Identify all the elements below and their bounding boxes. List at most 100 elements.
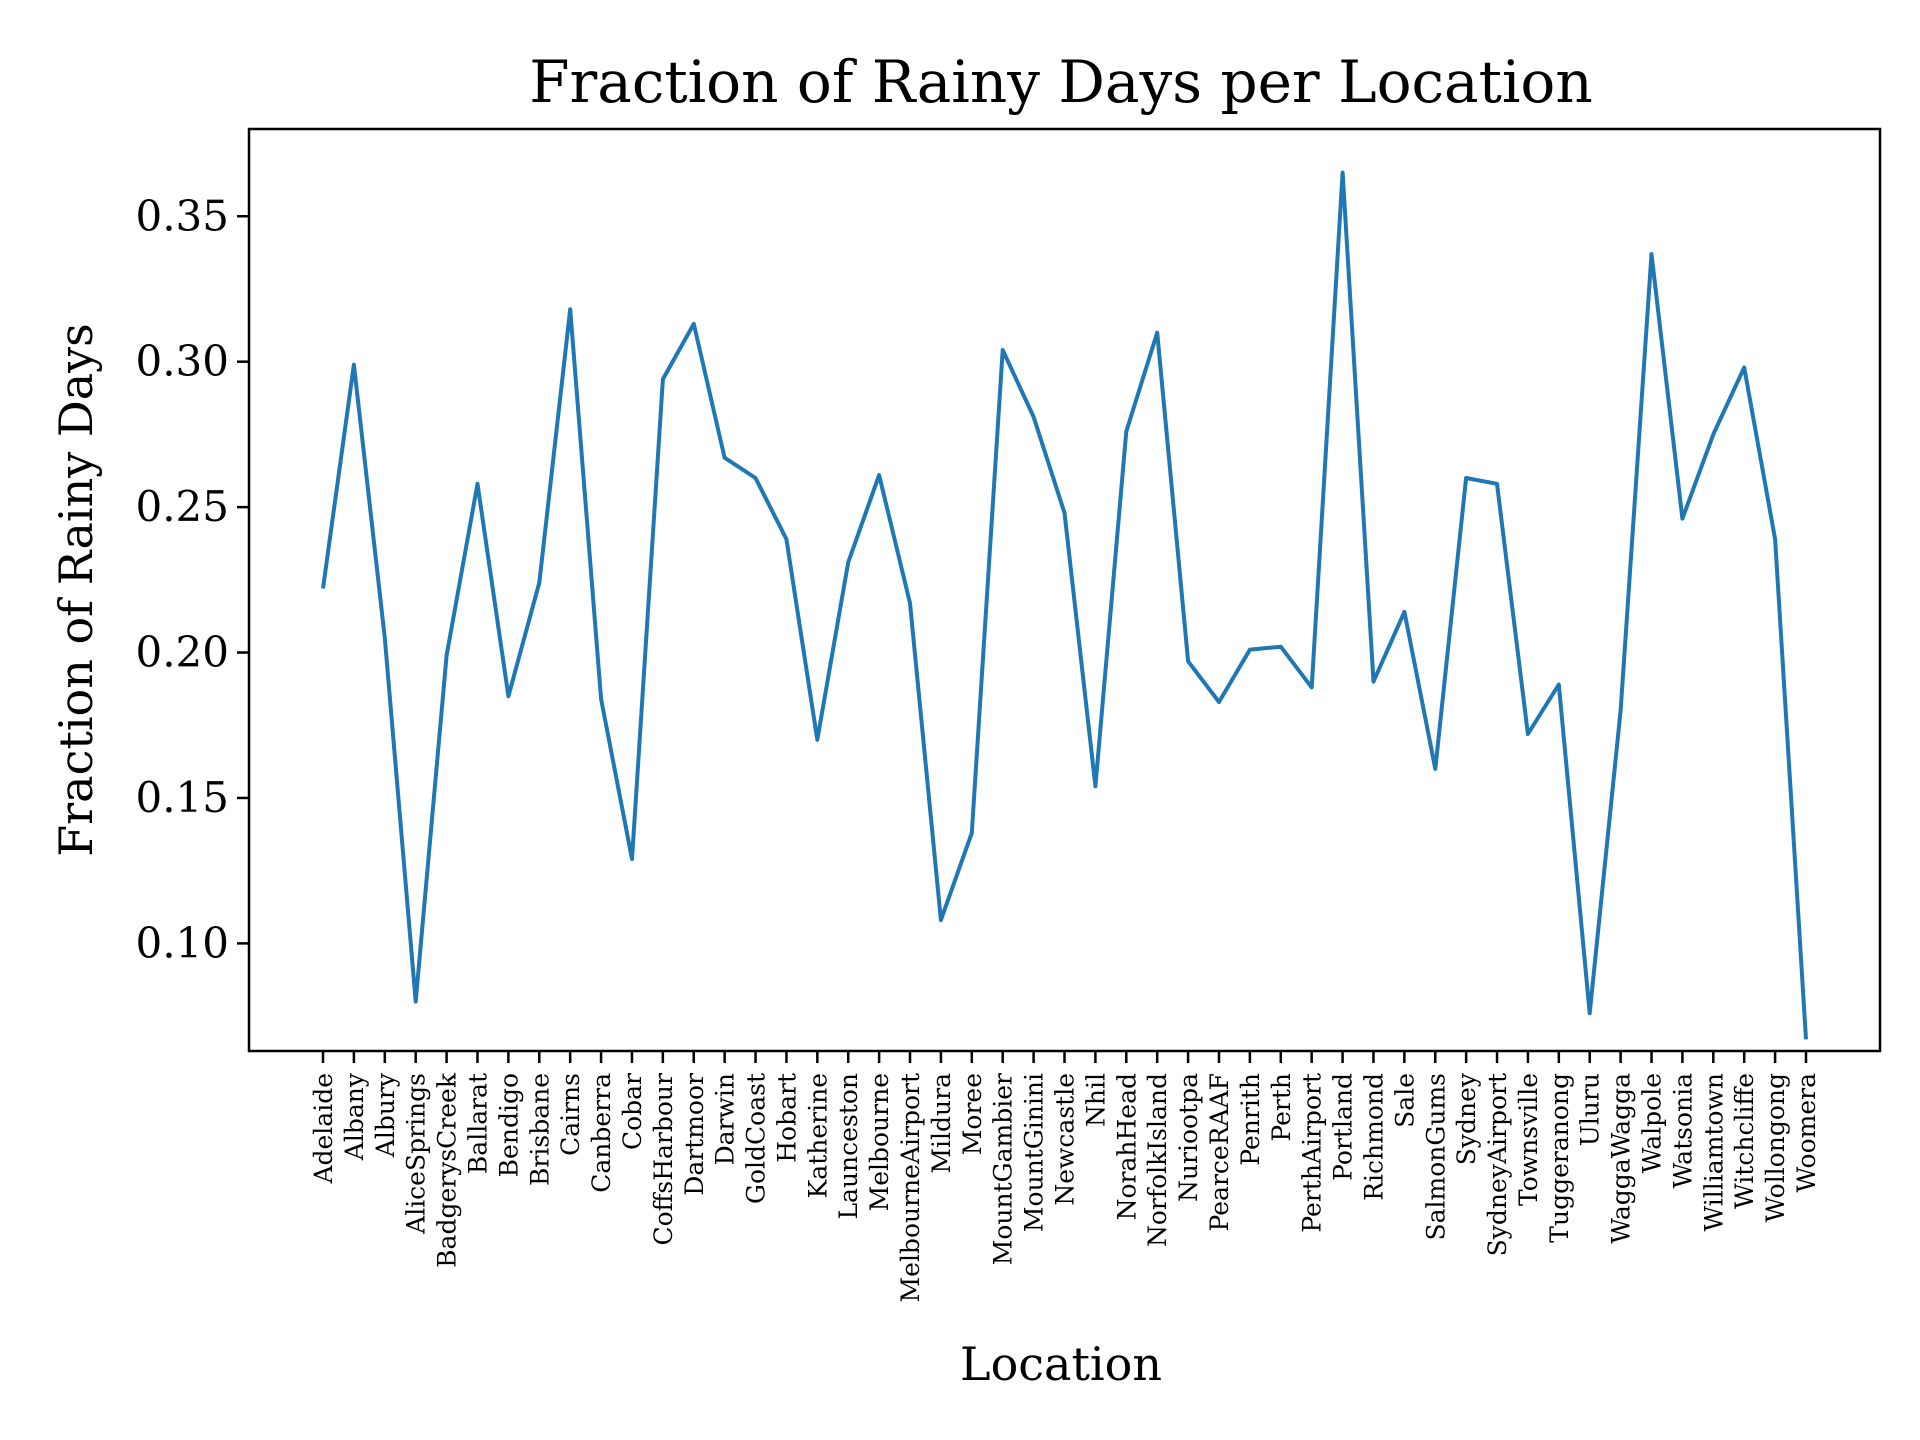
data-point	[1435, 768, 1436, 769]
x-tick-label: Bendigo	[494, 1073, 523, 1177]
x-tick-label: Launceston	[834, 1073, 863, 1220]
data-point	[1589, 1013, 1590, 1014]
data-point	[1775, 539, 1776, 540]
data-point	[1558, 684, 1559, 685]
x-tick-label: AliceSprings	[402, 1073, 431, 1235]
x-tick-label: Perth	[1267, 1073, 1296, 1142]
x-tick-label: Woomera	[1792, 1073, 1821, 1193]
series-line	[321, 170, 1808, 1040]
x-tick-label: Cobar	[618, 1073, 647, 1150]
x-tick-label: Albury	[371, 1072, 400, 1158]
data-point	[971, 832, 972, 833]
x-tick-label: Wollongong	[1761, 1073, 1790, 1222]
x-tick-label: Williamtown	[1699, 1073, 1728, 1231]
data-point	[1249, 649, 1250, 650]
x-tick-label: BadgerysCreek	[433, 1072, 462, 1268]
data-point	[1497, 483, 1498, 484]
data-point	[631, 859, 632, 860]
data-point	[1342, 172, 1343, 173]
x-tick-label: Albany	[340, 1072, 369, 1161]
x-axis-label: Location	[960, 1337, 1162, 1391]
data-point	[323, 588, 324, 589]
data-point	[508, 696, 509, 697]
x-tick-label: Moree	[958, 1073, 987, 1155]
x-tick-label: Sydney	[1452, 1072, 1481, 1165]
data-point	[940, 920, 941, 921]
x-tick-label: Richmond	[1359, 1073, 1388, 1201]
x-tick-label: Hobart	[772, 1073, 801, 1163]
x-tick-label: Dartmoor	[680, 1073, 709, 1196]
x-tick-label: Canberra	[587, 1073, 616, 1193]
data-point	[1682, 518, 1683, 519]
x-tick-label: PerthAirport	[1298, 1073, 1327, 1233]
x-tick-label: Townsville	[1514, 1073, 1543, 1206]
y-tick-label: 0.30	[135, 337, 229, 386]
x-tick-label: Brisbane	[525, 1073, 554, 1186]
data-point	[570, 309, 571, 310]
data-point	[415, 1001, 416, 1002]
data-point	[1527, 733, 1528, 734]
data-point	[1373, 681, 1374, 682]
x-tick-label: Ballarat	[463, 1073, 492, 1174]
x-tick-label: Walpole	[1638, 1073, 1667, 1173]
x-tick-label: Nuriootpa	[1174, 1073, 1203, 1202]
data-point	[446, 655, 447, 656]
data-point	[1188, 661, 1189, 662]
data-point	[1651, 254, 1652, 255]
chart-title: Fraction of Rainy Days per Location	[529, 48, 1592, 116]
x-tick-label: SalmonGums	[1421, 1073, 1450, 1241]
data-point	[1744, 367, 1745, 368]
x-tick-label: Sale	[1390, 1073, 1419, 1128]
x-tick-label: GoldCoast	[742, 1073, 771, 1204]
data-point	[1126, 431, 1127, 432]
x-tick-label: Adelaide	[309, 1073, 338, 1185]
y-tick-label: 0.15	[135, 773, 229, 822]
x-tick-label: SydneyAirport	[1483, 1073, 1512, 1256]
x-tick-label: MelbourneAirport	[896, 1073, 925, 1302]
data-point	[724, 457, 725, 458]
x-tick-label: Tuggeranong	[1545, 1073, 1574, 1243]
data-point	[1620, 710, 1621, 711]
x-tick-label: NorahHead	[1112, 1073, 1141, 1220]
data-point	[384, 637, 385, 638]
y-tick-label: 0.25	[135, 482, 229, 531]
data-point	[662, 379, 663, 380]
x-tick-label: Penrith	[1236, 1073, 1265, 1166]
x-tick-label: Katherine	[803, 1073, 832, 1198]
x-tick-label: Witchcliffe	[1730, 1073, 1759, 1209]
x-tick-label: Melbourne	[865, 1073, 894, 1211]
data-point	[1280, 646, 1281, 647]
data-point	[539, 582, 540, 583]
x-tick-label: CoffsHarbour	[649, 1073, 678, 1246]
x-axis: Adelaide Albany Albury AliceSprings Badgerys…	[309, 1051, 1821, 1302]
x-tick-label: Newcastle	[1051, 1073, 1080, 1206]
data-point	[601, 699, 602, 700]
y-axis-label: Fraction of Rainy Days	[49, 323, 103, 857]
data-point	[786, 539, 787, 540]
data-point	[1311, 687, 1312, 688]
data-point	[1064, 512, 1065, 513]
x-tick-label: PearceRAAF	[1205, 1073, 1234, 1231]
data-point	[817, 739, 818, 740]
data-point	[477, 483, 478, 484]
x-tick-label: MountGinini	[1020, 1073, 1049, 1232]
x-tick-label: Portland	[1329, 1073, 1358, 1181]
y-tick-label: 0.35	[135, 191, 229, 240]
data-point	[1806, 1039, 1807, 1040]
x-tick-label: Darwin	[711, 1073, 740, 1165]
data-point	[755, 478, 756, 479]
data-point	[353, 364, 354, 365]
data-point	[1095, 786, 1096, 787]
data-point	[879, 475, 880, 476]
x-tick-label: Cairns	[556, 1073, 585, 1156]
x-tick-label: Watsonia	[1668, 1073, 1697, 1188]
data-point	[1404, 611, 1405, 612]
y-tick-label: 0.10	[135, 918, 229, 967]
x-tick-label: Uluru	[1576, 1073, 1605, 1146]
series-group	[321, 170, 1808, 1040]
y-axis: 0.10 0.15 0.20 0.25 0.30 0.35	[135, 191, 249, 967]
data-point	[1033, 416, 1034, 417]
data-point	[693, 323, 694, 324]
x-tick-label: MountGambier	[989, 1073, 1018, 1265]
